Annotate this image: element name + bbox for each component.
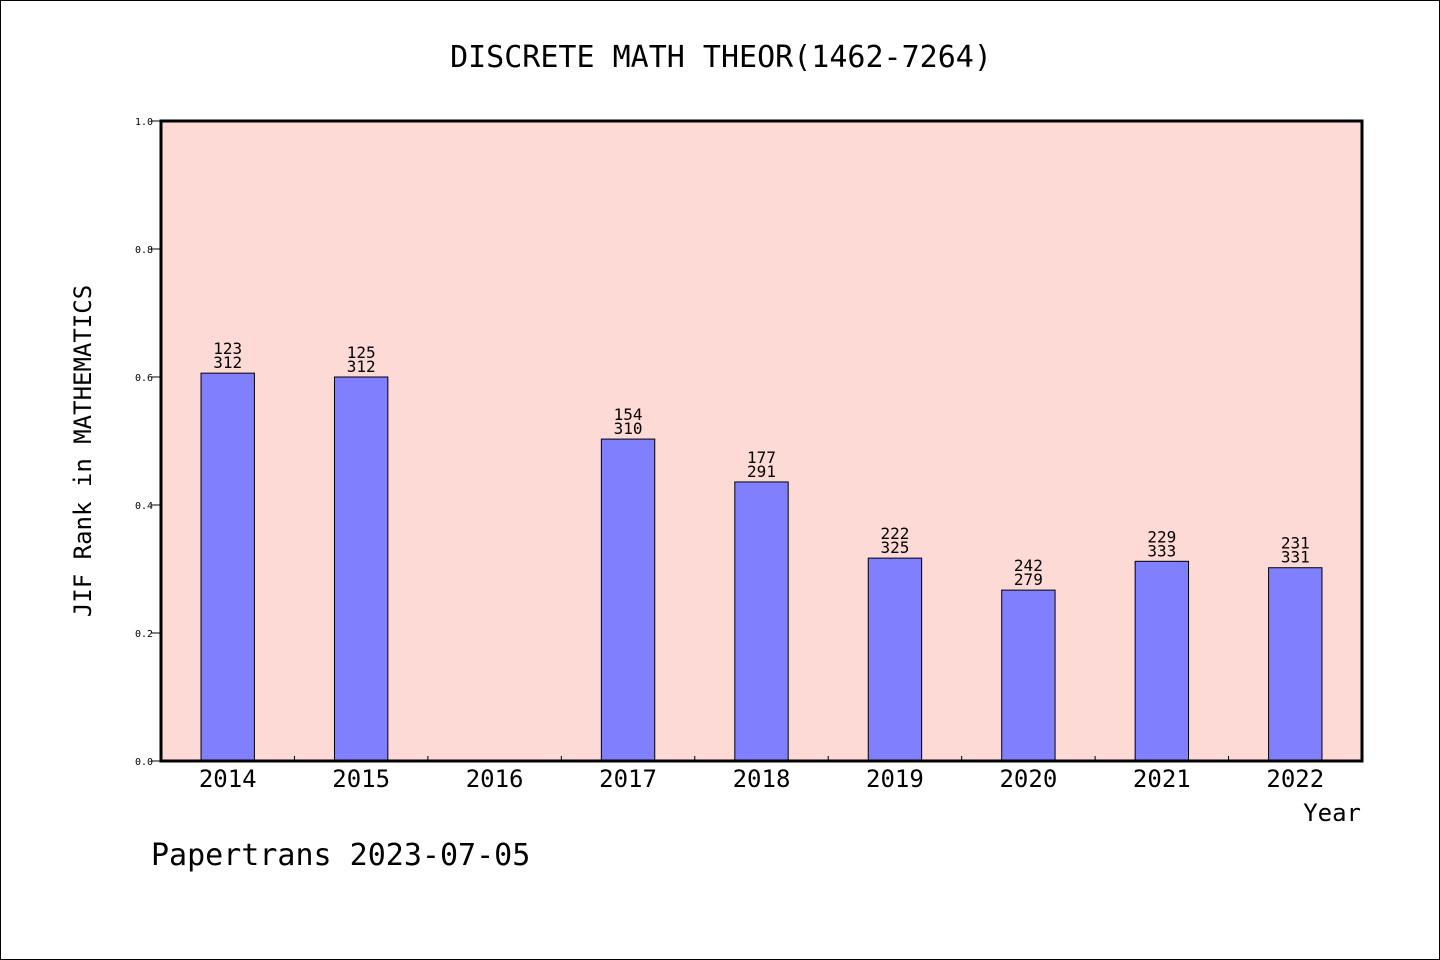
bar-label-total: 333	[1147, 541, 1176, 560]
bar	[600, 438, 656, 762]
bar-label-rank: 177	[747, 448, 776, 467]
x-tick-label: 2018	[733, 765, 791, 793]
y-axis-label: JIF Rank in MATHEMATICS	[69, 285, 97, 617]
bar	[734, 481, 789, 762]
bar	[867, 557, 923, 762]
bar-label-total: 331	[1281, 548, 1310, 567]
x-tick-label: 2021	[1133, 765, 1191, 793]
y-tick-label: 0.8	[135, 245, 153, 256]
bar-label-rank: 231	[1281, 534, 1310, 553]
y-tick-label: 0.4	[135, 501, 153, 512]
bar-label-total: 279	[1014, 570, 1043, 589]
bar-label-rank: 123	[213, 339, 242, 358]
bar-label-rank: 125	[347, 343, 376, 362]
y-tick-label: 0.6	[135, 373, 153, 384]
bar-label-rank: 154	[614, 405, 643, 424]
x-tick-label: 2016	[466, 765, 524, 793]
bar	[1001, 589, 1056, 762]
y-tick-label: 0.0	[135, 757, 153, 768]
bar-label-rank: 229	[1147, 527, 1176, 546]
x-tick-label: 2022	[1266, 765, 1324, 793]
chart-title: DISCRETE MATH THEOR(1462-7264)	[450, 40, 992, 75]
bar-label-total: 325	[880, 538, 909, 557]
bars: 1233121253121543101772912223252422792293…	[200, 339, 1323, 762]
x-tick-label: 2017	[599, 765, 657, 793]
bar-label-total: 312	[213, 353, 242, 372]
x-axis-label: Year	[1303, 799, 1361, 827]
y-tick-label: 0.2	[135, 629, 153, 640]
x-tick-label: 2014	[199, 765, 257, 793]
x-tick-label: 2019	[866, 765, 924, 793]
axis-ticks: 0.0 0.2 0.4 0.6 0.8 1.0 2014 2015 2016 2017 2018 20…	[135, 117, 1324, 793]
bar-label-total: 310	[614, 419, 643, 438]
bar-label-rank: 242	[1014, 556, 1043, 575]
plot-border	[159, 119, 1364, 763]
bar	[1134, 560, 1190, 762]
x-tick-label: 2015	[332, 765, 390, 793]
y-tick-label: 1.0	[135, 117, 153, 128]
footer-credit: Papertrans 2023-07-05	[151, 838, 530, 873]
bar	[333, 376, 389, 762]
bar	[200, 372, 255, 762]
bar-label-total: 291	[747, 462, 776, 481]
bar-label-rank: 222	[880, 524, 909, 543]
x-tick-label: 2020	[999, 765, 1057, 793]
bar	[1268, 567, 1323, 762]
bar-label-total: 312	[347, 357, 376, 376]
